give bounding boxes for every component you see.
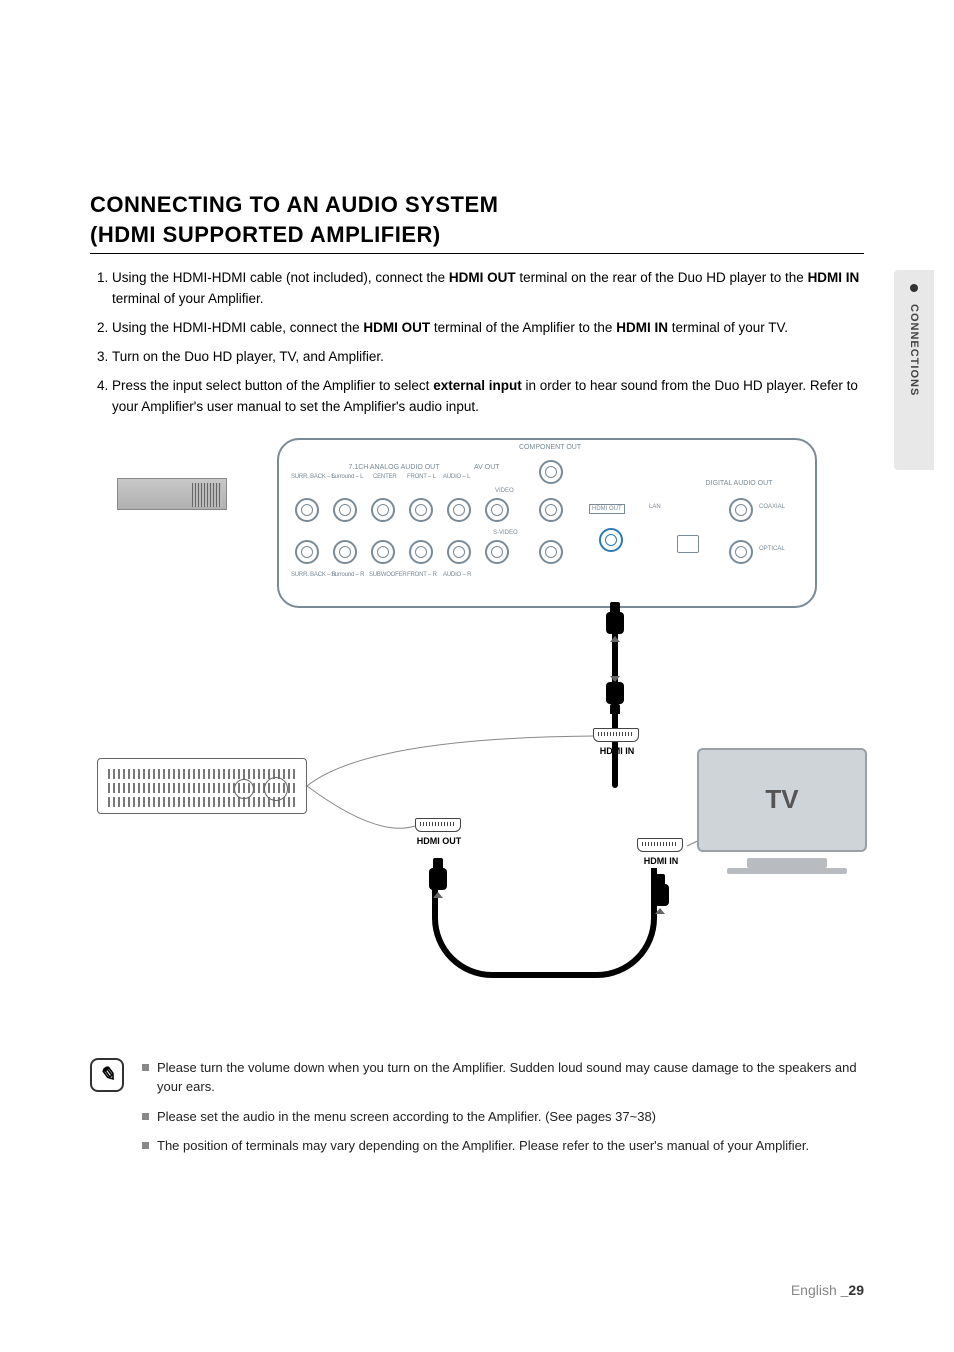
jack-label: Surround – L bbox=[331, 474, 363, 480]
tv-label: TV bbox=[765, 784, 798, 815]
notes-list: Please turn the volume down when you tur… bbox=[142, 1058, 864, 1166]
amplifier-icon bbox=[97, 758, 307, 814]
hdmi-plug-icon bbox=[425, 858, 451, 890]
step-3: Turn on the Duo HD player, TV, and Ampli… bbox=[112, 347, 864, 368]
optical-label: OPTICAL bbox=[759, 546, 785, 552]
footer-page: _29 bbox=[841, 1282, 864, 1298]
hdmi-plug-icon bbox=[602, 602, 628, 634]
hdmi-in-port-amp bbox=[593, 728, 639, 742]
bullet-icon bbox=[142, 1064, 149, 1071]
lan-label: LAN bbox=[649, 504, 661, 510]
jack-icon bbox=[409, 498, 433, 522]
jack-icon bbox=[447, 540, 471, 564]
notes-block: ✎ Please turn the volume down when you t… bbox=[90, 1058, 864, 1166]
jack-label: AUDIO – L bbox=[443, 474, 470, 480]
av-video-label: VIDEO bbox=[495, 488, 514, 494]
jack-label: FRONT – R bbox=[407, 572, 437, 578]
side-tab: CONNECTIONS bbox=[894, 270, 934, 470]
page-footer: English _29 bbox=[791, 1282, 864, 1298]
bullet-icon bbox=[910, 284, 918, 292]
hdmi-in-label: HDMI IN bbox=[631, 856, 691, 866]
jack-label: CENTER bbox=[373, 474, 396, 480]
note-item: Please turn the volume down when you tur… bbox=[142, 1058, 864, 1097]
jack-icon bbox=[409, 540, 433, 564]
rear-panel: COMPONENT OUT 7.1CH ANALOG AUDIO OUT AV … bbox=[277, 438, 817, 608]
jack-icon bbox=[485, 540, 509, 564]
avout-label: AV OUT bbox=[474, 464, 500, 471]
jack-icon bbox=[729, 540, 753, 564]
jack-label: SURR. BACK – L bbox=[291, 474, 335, 480]
circuit-board-icon bbox=[117, 478, 227, 510]
jack-icon bbox=[295, 540, 319, 564]
note-icon: ✎ bbox=[90, 1058, 124, 1092]
page: CONNECTIONS CONNECTING TO AN AUDIO SYSTE… bbox=[0, 0, 954, 1352]
jack-label: Surround – R bbox=[331, 572, 364, 578]
hdmi-out-port-amp bbox=[415, 818, 461, 832]
step-1: Using the HDMI-HDMI cable (not included)… bbox=[112, 268, 864, 310]
connection-diagram: COMPONENT OUT 7.1CH ANALOG AUDIO OUT AV … bbox=[127, 438, 827, 998]
hdmi-plug-icon bbox=[602, 674, 628, 706]
footer-lang: English bbox=[791, 1282, 841, 1298]
digital-label: DIGITAL AUDIO OUT bbox=[699, 480, 779, 487]
hdmi-out-label: HDMI OUT bbox=[409, 836, 469, 846]
hdmi-out-jack bbox=[599, 528, 623, 552]
hdmi-in-label: HDMI IN bbox=[587, 746, 647, 756]
bullet-icon bbox=[142, 1142, 149, 1149]
jack-icon bbox=[371, 498, 395, 522]
jack-label: SURR. BACK – R bbox=[291, 572, 336, 578]
title-line2: (HDMI SUPPORTED AMPLIFIER) bbox=[90, 222, 441, 247]
av-svideo-label: S-VIDEO bbox=[493, 530, 518, 536]
jack-icon bbox=[539, 498, 563, 522]
jack-icon bbox=[295, 498, 319, 522]
jack-label: FRONT – L bbox=[407, 474, 436, 480]
note-item: Please set the audio in the menu screen … bbox=[142, 1107, 864, 1127]
hdmi-in-port-tv bbox=[637, 838, 683, 852]
step-2: Using the HDMI-HDMI cable, connect the H… bbox=[112, 318, 864, 339]
analog-label: 7.1CH ANALOG AUDIO OUT bbox=[319, 464, 469, 471]
jack-label: SUBWOOFER bbox=[369, 572, 407, 578]
jack-icon bbox=[539, 540, 563, 564]
jack-icon bbox=[485, 498, 509, 522]
bullet-icon bbox=[142, 1113, 149, 1120]
jack-icon bbox=[447, 498, 471, 522]
steps-list: Using the HDMI-HDMI cable (not included)… bbox=[90, 268, 864, 418]
lan-port-icon bbox=[677, 535, 699, 553]
hdmi-plug-icon bbox=[647, 874, 673, 906]
tv-icon: TV bbox=[697, 748, 877, 878]
title-line1: CONNECTING TO AN AUDIO SYSTEM bbox=[90, 192, 498, 217]
step-4: Press the input select button of the Amp… bbox=[112, 376, 864, 418]
rear-panel-inner: COMPONENT OUT 7.1CH ANALOG AUDIO OUT AV … bbox=[279, 440, 815, 606]
hdmiout-port-label: HDMI OUT bbox=[589, 504, 625, 514]
jack-icon bbox=[333, 498, 357, 522]
coaxial-label: COAXIAL bbox=[759, 504, 785, 510]
hdmi-cable-2 bbox=[432, 868, 657, 978]
jack-icon bbox=[729, 498, 753, 522]
page-title: CONNECTING TO AN AUDIO SYSTEM (HDMI SUPP… bbox=[90, 190, 864, 254]
jack-icon bbox=[539, 460, 563, 484]
jack-icon bbox=[333, 540, 357, 564]
tv-screen: TV bbox=[697, 748, 867, 852]
note-item: The position of terminals may vary depen… bbox=[142, 1136, 864, 1156]
jack-label: AUDIO – R bbox=[443, 572, 471, 578]
jack-icon bbox=[371, 540, 395, 564]
component-label: COMPONENT OUT bbox=[519, 444, 581, 451]
side-tab-label: CONNECTIONS bbox=[908, 304, 920, 396]
